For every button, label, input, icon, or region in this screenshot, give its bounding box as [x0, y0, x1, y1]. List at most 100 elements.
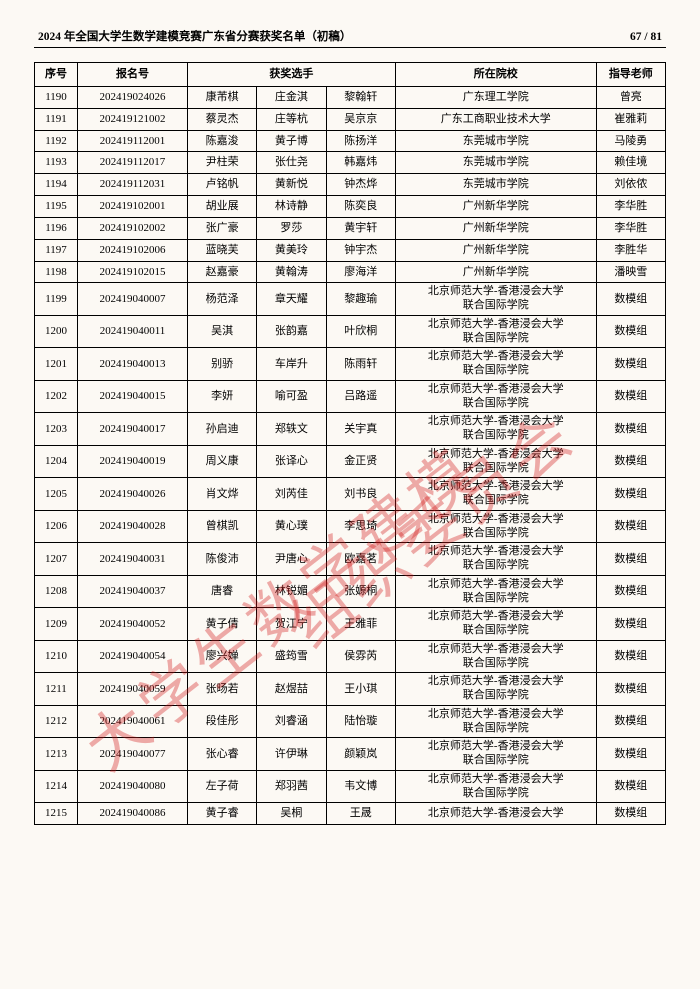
cell-reg: 202419112031 [78, 174, 188, 196]
cell-p2: 张仕尧 [257, 152, 326, 174]
cell-p3: 侯雰芮 [326, 640, 395, 673]
cell-reg: 202419040037 [78, 575, 188, 608]
cell-p3: 关宇真 [326, 413, 395, 446]
table-row: 1211202419040059张旸若赵煜喆王小琪北京师范大学-香港浸会大学联合… [35, 673, 666, 706]
cell-seq: 1200 [35, 315, 78, 348]
table-row: 1204202419040019周义康张译心金正贤北京师范大学-香港浸会大学联合… [35, 445, 666, 478]
cell-p2: 许伊琳 [257, 738, 326, 771]
cell-p2: 罗莎 [257, 217, 326, 239]
cell-advisor: 数模组 [596, 770, 665, 803]
cell-p2: 黄心璞 [257, 510, 326, 543]
cell-school: 北京师范大学-香港浸会大学联合国际学院 [395, 510, 596, 543]
cell-p3: 韩嘉炜 [326, 152, 395, 174]
cell-p2: 黄子博 [257, 130, 326, 152]
cell-p1: 吴淇 [187, 315, 256, 348]
table-row: 1209202419040052黄子倩贺江宁王雅菲北京师范大学-香港浸会大学联合… [35, 608, 666, 641]
cell-school: 北京师范大学-香港浸会大学联合国际学院 [395, 705, 596, 738]
table-row: 1196202419102002张广豪罗莎黄宇轩广州新华学院李华胜 [35, 217, 666, 239]
cell-reg: 202419040061 [78, 705, 188, 738]
table-row: 1200202419040011吴淇张韵嘉叶欣桐北京师范大学-香港浸会大学联合国… [35, 315, 666, 348]
cell-reg: 202419112017 [78, 152, 188, 174]
header-pagination: 67 / 81 [630, 31, 662, 43]
cell-seq: 1201 [35, 348, 78, 381]
cell-reg: 202419040015 [78, 380, 188, 413]
table-row: 1212202419040061段佳彤刘睿涵陆怡璇北京师范大学-香港浸会大学联合… [35, 705, 666, 738]
cell-advisor: 数模组 [596, 478, 665, 511]
cell-p2: 林锐媚 [257, 575, 326, 608]
col-seq: 序号 [35, 63, 78, 87]
cell-advisor: 数模组 [596, 575, 665, 608]
cell-school: 广州新华学院 [395, 239, 596, 261]
cell-reg: 202419112001 [78, 130, 188, 152]
cell-school: 北京师范大学-香港浸会大学联合国际学院 [395, 348, 596, 381]
cell-reg: 202419024026 [78, 86, 188, 108]
cell-p3: 黄宇轩 [326, 217, 395, 239]
cell-advisor: 李胜华 [596, 239, 665, 261]
cell-seq: 1215 [35, 803, 78, 825]
cell-p3: 钟宇杰 [326, 239, 395, 261]
cell-advisor: 数模组 [596, 445, 665, 478]
cell-reg: 202419040077 [78, 738, 188, 771]
cell-p3: 廖海洋 [326, 261, 395, 283]
cell-reg: 202419121002 [78, 108, 188, 130]
cell-reg: 202419040011 [78, 315, 188, 348]
table-body: 1190202419024026康芾棋庄金淇黎翰轩广东理工学院曾亮1191202… [35, 86, 666, 824]
cell-p1: 廖兴婵 [187, 640, 256, 673]
cell-seq: 1204 [35, 445, 78, 478]
cell-advisor: 数模组 [596, 413, 665, 446]
cell-advisor: 李华胜 [596, 196, 665, 218]
table-row: 1205202419040026肖文烨刘芮佳刘书良北京师范大学-香港浸会大学联合… [35, 478, 666, 511]
cell-p2: 庄等杭 [257, 108, 326, 130]
cell-p1: 杨范泽 [187, 283, 256, 316]
cell-p2: 赵煜喆 [257, 673, 326, 706]
cell-p1: 黄子倩 [187, 608, 256, 641]
cell-reg: 202419040007 [78, 283, 188, 316]
cell-advisor: 数模组 [596, 510, 665, 543]
cell-p3: 刘书良 [326, 478, 395, 511]
table-row: 1192202419112001陈嘉浚黄子博陈扬洋东莞城市学院马陵勇 [35, 130, 666, 152]
cell-advisor: 赖佳境 [596, 152, 665, 174]
cell-p1: 孙启迪 [187, 413, 256, 446]
table-row: 1201202419040013别骄车岸升陈雨轩北京师范大学-香港浸会大学联合国… [35, 348, 666, 381]
cell-school: 北京师范大学-香港浸会大学联合国际学院 [395, 315, 596, 348]
cell-p1: 陈嘉浚 [187, 130, 256, 152]
cell-p2: 车岸升 [257, 348, 326, 381]
cell-school: 广州新华学院 [395, 217, 596, 239]
cell-school: 北京师范大学-香港浸会大学联合国际学院 [395, 738, 596, 771]
cell-advisor: 崔雅莉 [596, 108, 665, 130]
cell-school: 北京师范大学-香港浸会大学联合国际学院 [395, 673, 596, 706]
cell-p3: 陈扬洋 [326, 130, 395, 152]
cell-p3: 金正贤 [326, 445, 395, 478]
table-row: 1199202419040007杨范泽章天耀黎趣瑜北京师范大学-香港浸会大学联合… [35, 283, 666, 316]
cell-school: 北京师范大学-香港浸会大学联合国际学院 [395, 478, 596, 511]
table-row: 1203202419040017孙启迪郑轶文关宇真北京师范大学-香港浸会大学联合… [35, 413, 666, 446]
cell-p1: 张心睿 [187, 738, 256, 771]
cell-p1: 周义康 [187, 445, 256, 478]
cell-seq: 1211 [35, 673, 78, 706]
cell-advisor: 数模组 [596, 608, 665, 641]
cell-advisor: 李华胜 [596, 217, 665, 239]
cell-seq: 1195 [35, 196, 78, 218]
col-school: 所在院校 [395, 63, 596, 87]
cell-p2: 郑轶文 [257, 413, 326, 446]
cell-seq: 1214 [35, 770, 78, 803]
cell-p2: 庄金淇 [257, 86, 326, 108]
cell-advisor: 数模组 [596, 315, 665, 348]
cell-p2: 张韵嘉 [257, 315, 326, 348]
cell-seq: 1205 [35, 478, 78, 511]
cell-reg: 202419102006 [78, 239, 188, 261]
cell-seq: 1203 [35, 413, 78, 446]
cell-advisor: 数模组 [596, 738, 665, 771]
cell-p2: 郑羽茜 [257, 770, 326, 803]
cell-p1: 别骄 [187, 348, 256, 381]
cell-p3: 颜颖岚 [326, 738, 395, 771]
cell-p3: 陈奕良 [326, 196, 395, 218]
cell-p1: 李妍 [187, 380, 256, 413]
cell-p1: 肖文烨 [187, 478, 256, 511]
cell-p3: 李思琦 [326, 510, 395, 543]
cell-p3: 张嫄桐 [326, 575, 395, 608]
cell-p2: 刘芮佳 [257, 478, 326, 511]
cell-seq: 1209 [35, 608, 78, 641]
cell-advisor: 数模组 [596, 705, 665, 738]
table-row: 1215202419040086黄子睿吴桐王晟北京师范大学-香港浸会大学数模组 [35, 803, 666, 825]
